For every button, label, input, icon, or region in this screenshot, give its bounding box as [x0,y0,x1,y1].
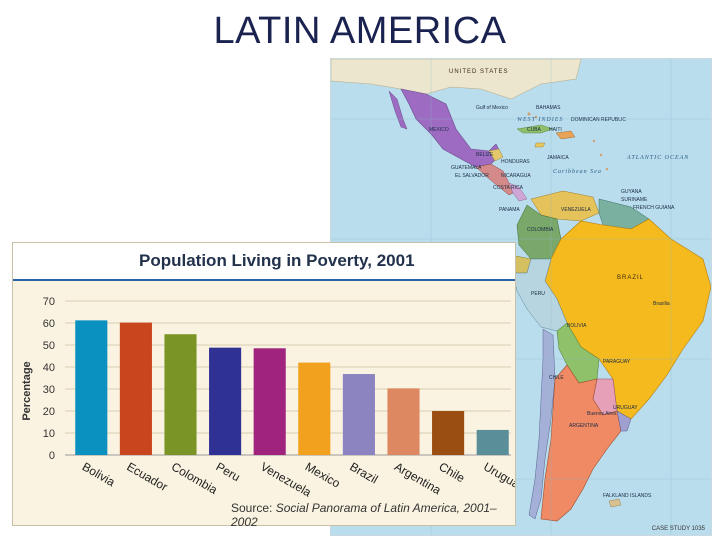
label-honduras: HONDURAS [501,159,530,165]
y-tick-label: 60 [43,318,55,330]
label-panama: PANAMA [499,207,520,213]
map-caption: CASE STUDY 1035 [651,526,705,532]
label-brazil: BRAZIL [617,275,644,281]
y-tick-label: 70 [43,296,55,308]
label-guatemala: GUATEMALA [451,165,482,171]
y-tick-label: 10 [43,428,55,440]
y-tick-label: 20 [43,406,55,418]
label-uruguay: URUGUAY [613,405,638,411]
bar-peru [209,347,242,455]
label-chile: CHILE [549,375,564,381]
label-bahamas: BAHAMAS [536,105,561,111]
source-prefix: Source: [231,501,276,515]
chart-header: Population Living in Poverty, 2001 [13,243,515,281]
label-nicaragua: NICARAGUA [501,173,531,179]
y-tick-label: 0 [49,450,55,462]
x-tick-label: Uruguay [481,459,515,494]
label-cuba: CUBA [527,127,542,133]
argentina-shape [540,364,622,522]
cuba-shape [516,124,554,134]
bar-colombia [164,334,197,455]
label-guyana: GUYANA [621,189,642,195]
y-tick-label: 30 [43,384,55,396]
label-buenos-aires: Buenos Aires [587,411,617,417]
label-paraguay: PARAGUAY [603,359,631,365]
x-tick-label: Peru [214,459,243,484]
x-tick-label: Brazil [347,459,380,486]
bar-mexico [298,362,331,455]
x-tick-label: Chile [437,459,468,485]
x-tick-label: Argentina [392,459,444,497]
poverty-chart-card: Population Living in Poverty, 2001 Perce… [12,242,516,529]
peru-shape [512,258,568,332]
bar-chile [432,411,465,455]
label-mexico: MEXICO [429,127,449,133]
label-falklands: FALKLAND ISLANDS [603,493,652,499]
label-united-states: UNITED STATES [449,69,508,75]
label-belize: BELIZE [476,152,494,158]
slide-title: LATIN AMERICA [213,10,507,52]
label-colombia: COLOMBIA [527,227,554,233]
label-bolivia: BOLIVIA [567,323,587,329]
label-atlantic: ATLANTIC OCEAN [626,155,689,161]
label-caribbean: Caribbean Sea [553,169,602,175]
label-dominican: DOMINICAN REPUBLIC [571,117,626,123]
label-el-salvador: EL SALVADOR [455,173,489,179]
label-suriname: SURINAME [621,197,648,203]
x-tick-label: Ecuador [124,459,170,493]
chart-source: Source: Social Panorama of Latin America… [231,501,515,529]
bar-bolivia [75,320,108,455]
label-costa-rica: COSTA RICA [493,185,524,191]
label-west-indies: WEST INDIES [517,117,563,123]
bar-uruguay [476,429,509,455]
source-title: Social Panorama of Latin America, 2001–2… [231,501,497,529]
label-brasilia: Brasília [653,301,670,307]
bar-ecuador [119,322,152,455]
bar-argentina [387,388,420,455]
label-argentina: ARGENTINA [569,423,599,429]
label-haiti: HAITI [549,127,562,133]
label-venezuela: VENEZUELA [561,207,591,213]
bar-brazil [342,374,375,455]
us-shape [331,59,582,100]
label-french-guiana: FRENCH GUIANA [633,205,675,211]
x-tick-label: Colombia [169,459,220,497]
y-axis-label: Percentage [21,361,33,420]
x-tick-label: Bolivia [80,459,118,489]
label-jamaica: JAMAICA [547,155,569,161]
label-gulf: Gulf of Mexico [476,105,508,111]
bar-chart: Percentage 0 10 20 30 40 50 60 70 Bolivia Ecuador… [21,296,515,500]
y-tick-label: 50 [43,340,55,352]
label-peru: PERU [531,291,545,297]
y-tick-label: 40 [43,362,55,374]
chart-title: Population Living in Poverty, 2001 [139,251,415,270]
bar-venezuela [253,348,286,455]
